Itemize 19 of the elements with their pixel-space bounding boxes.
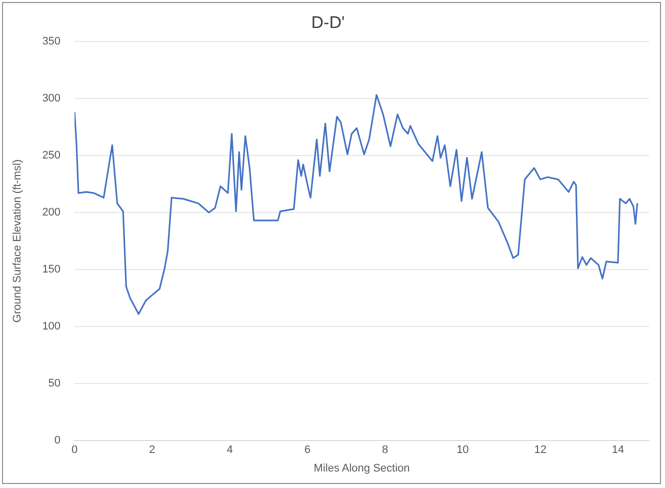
y-tick-label: 100 bbox=[42, 320, 61, 333]
y-tick-label: 300 bbox=[42, 92, 61, 104]
x-tick-label: 4 bbox=[226, 444, 233, 456]
x-tick-label: 14 bbox=[612, 444, 624, 456]
y-tick-label: 0 bbox=[54, 434, 61, 447]
x-tick-label: 10 bbox=[456, 444, 469, 456]
x-tick-label: 6 bbox=[304, 444, 310, 456]
chart-title: D-D' bbox=[311, 12, 345, 32]
y-tick-label: 50 bbox=[48, 378, 61, 390]
y-tick-label: 150 bbox=[42, 264, 61, 276]
x-tick-label: 0 bbox=[71, 444, 78, 456]
y-tick-label: 250 bbox=[42, 149, 61, 162]
x-tick-label: 2 bbox=[149, 444, 156, 456]
y-axis-title: Ground Surface Elevation (ft-msl) bbox=[12, 159, 24, 323]
x-tick-label: 12 bbox=[534, 444, 546, 456]
y-tick-label: 200 bbox=[42, 206, 61, 219]
x-tick-label: 8 bbox=[382, 444, 388, 456]
x-axis-title: Miles Along Section bbox=[314, 462, 410, 474]
y-tick-label: 350 bbox=[42, 35, 61, 48]
